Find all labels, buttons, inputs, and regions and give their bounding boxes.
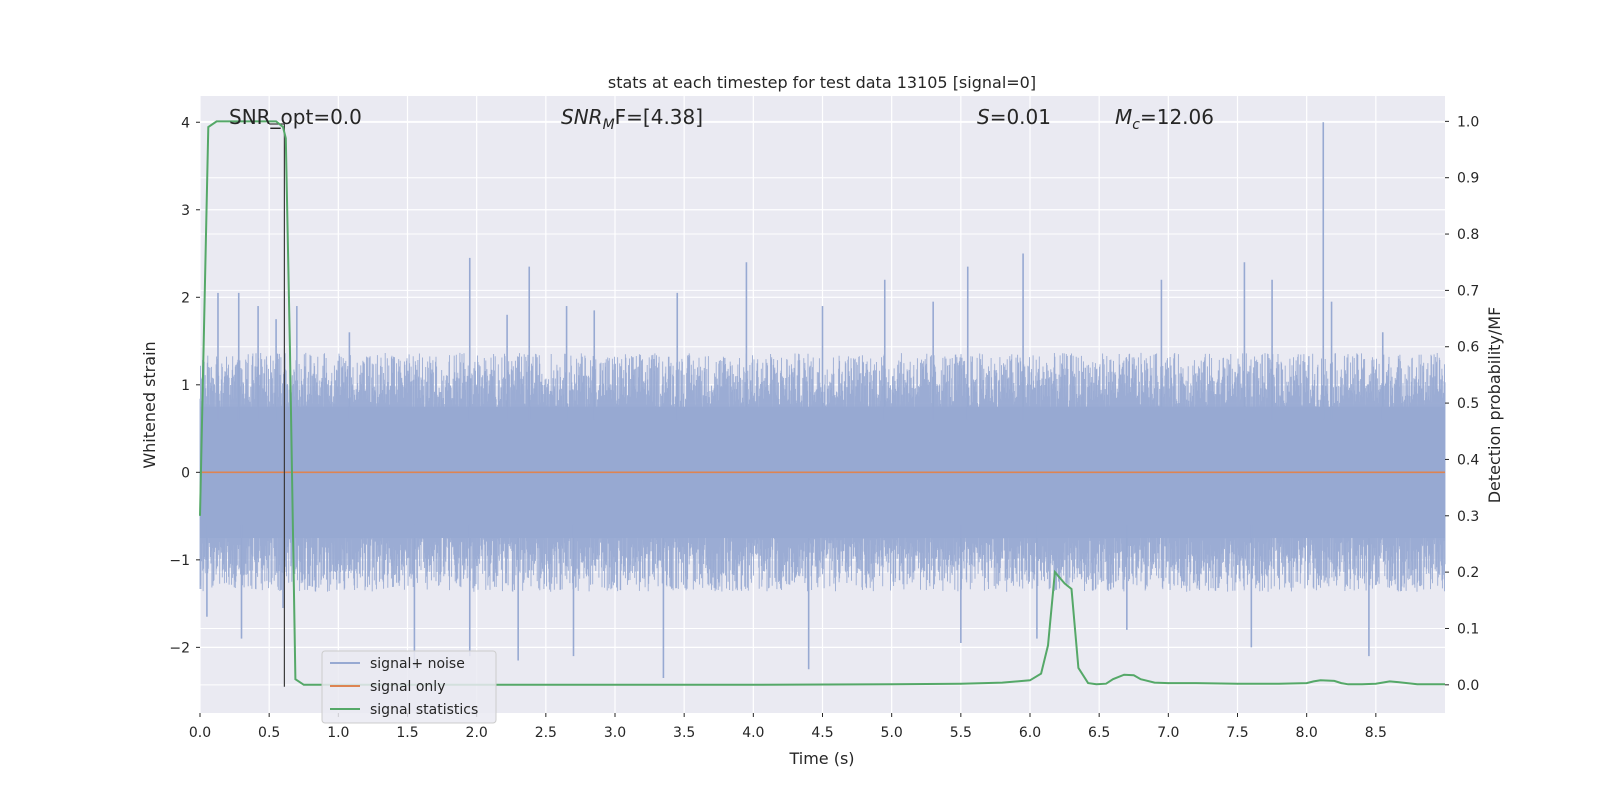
- x-tick-label: 0.0: [189, 725, 211, 741]
- series-signal-statistics: [199, 120, 1445, 686]
- legend: signal+ noise signal only signal statist…: [321, 650, 497, 724]
- legend-box: [321, 650, 497, 724]
- signal-statistics-line: [199, 120, 1445, 686]
- annotation-s-rest: =0.01: [990, 105, 1051, 129]
- x-tick-label: 1.0: [327, 725, 349, 741]
- x-axis-label: Time (s): [788, 749, 854, 768]
- x-tick-label: 8.5: [1365, 725, 1387, 741]
- y2-tick-label: 0.6: [1457, 340, 1479, 356]
- x-tick-label: 6.0: [1019, 725, 1041, 741]
- legend-label-signal-statistics: signal statistics: [370, 702, 478, 718]
- y2-tick-label: 0.4: [1457, 452, 1479, 468]
- x-axis-ticks: 0.0 0.5 1.0 1.5 2.0 2.5 3.0 3.5 4.0 4.5 5.0 5.5 6.0 6…: [189, 713, 1387, 741]
- annotation-mc-rest: =12.06: [1140, 105, 1214, 129]
- x-tick-label: 3.0: [604, 725, 626, 741]
- y-tick-label: 2: [181, 290, 190, 306]
- x-tick-label: 7.5: [1226, 725, 1248, 741]
- annotation-s: S=0.01: [977, 105, 1051, 129]
- x-tick-label: 4.0: [742, 725, 764, 741]
- annotation-mc: Mc=12.06: [1115, 105, 1214, 133]
- annotation-snr-opt: SNR_opt=0.0: [229, 105, 362, 129]
- y-tick-label: 0: [181, 465, 190, 481]
- y2-tick-label: 0.5: [1457, 396, 1479, 412]
- x-tick-label: 2.5: [535, 725, 557, 741]
- y-tick-label: 1: [181, 378, 190, 394]
- annotation-snr-mf-sub: M: [603, 117, 615, 133]
- y-tick-label: 3: [181, 203, 190, 219]
- y-axis-ticks: −2 −1 0 1 2 3 4: [169, 115, 200, 656]
- y2-axis-ticks: 0.0 0.1 0.2 0.3 0.4 0.5 0.6 0.7 0.8 0.9 1.0: [1445, 114, 1479, 694]
- x-tick-label: 5.5: [950, 725, 972, 741]
- y-axis-label: Whitened strain: [140, 341, 159, 468]
- x-tick-label: 1.5: [396, 725, 418, 741]
- annotation-snr-mf-var: SNR: [561, 105, 603, 129]
- annotation-mc-sub: c: [1132, 117, 1140, 133]
- y-tick-label: 4: [181, 115, 190, 131]
- y2-tick-label: 0.0: [1457, 678, 1479, 694]
- y2-axis-label: Detection probability/MF: [1485, 307, 1504, 504]
- y2-tick-label: 0.7: [1457, 283, 1479, 299]
- x-tick-label: 3.5: [673, 725, 695, 741]
- annotation-s-var: S: [977, 105, 990, 129]
- y-tick-label: −2: [169, 640, 190, 656]
- x-tick-label: 5.0: [881, 725, 903, 741]
- y-tick-label: −1: [169, 553, 190, 569]
- y2-tick-label: 0.1: [1457, 621, 1479, 637]
- x-tick-label: 2.0: [466, 725, 488, 741]
- x-tick-label: 7.0: [1157, 725, 1179, 741]
- x-tick-label: 4.5: [811, 725, 833, 741]
- annotation-mc-var: M: [1115, 105, 1132, 129]
- x-tick-label: 8.0: [1296, 725, 1318, 741]
- x-tick-label: 0.5: [258, 725, 280, 741]
- y2-tick-label: 0.2: [1457, 565, 1479, 581]
- marker-line: [269, 123, 285, 687]
- y2-tick-label: 0.8: [1457, 227, 1479, 243]
- annotation-snr-mf: SNRMF=[4.38]: [561, 105, 703, 133]
- legend-label-signal-only: signal only: [370, 679, 445, 695]
- chart-title: stats at each timestep for test data 131…: [608, 73, 1036, 92]
- y2-tick-label: 0.3: [1457, 509, 1479, 525]
- y2-tick-label: 1.0: [1457, 114, 1479, 130]
- y2-tick-label: 0.9: [1457, 171, 1479, 187]
- legend-label-signal-noise: signal+ noise: [370, 656, 465, 672]
- x-tick-label: 6.5: [1088, 725, 1110, 741]
- annotation-snr-mf-rest: F=[4.38]: [615, 105, 703, 129]
